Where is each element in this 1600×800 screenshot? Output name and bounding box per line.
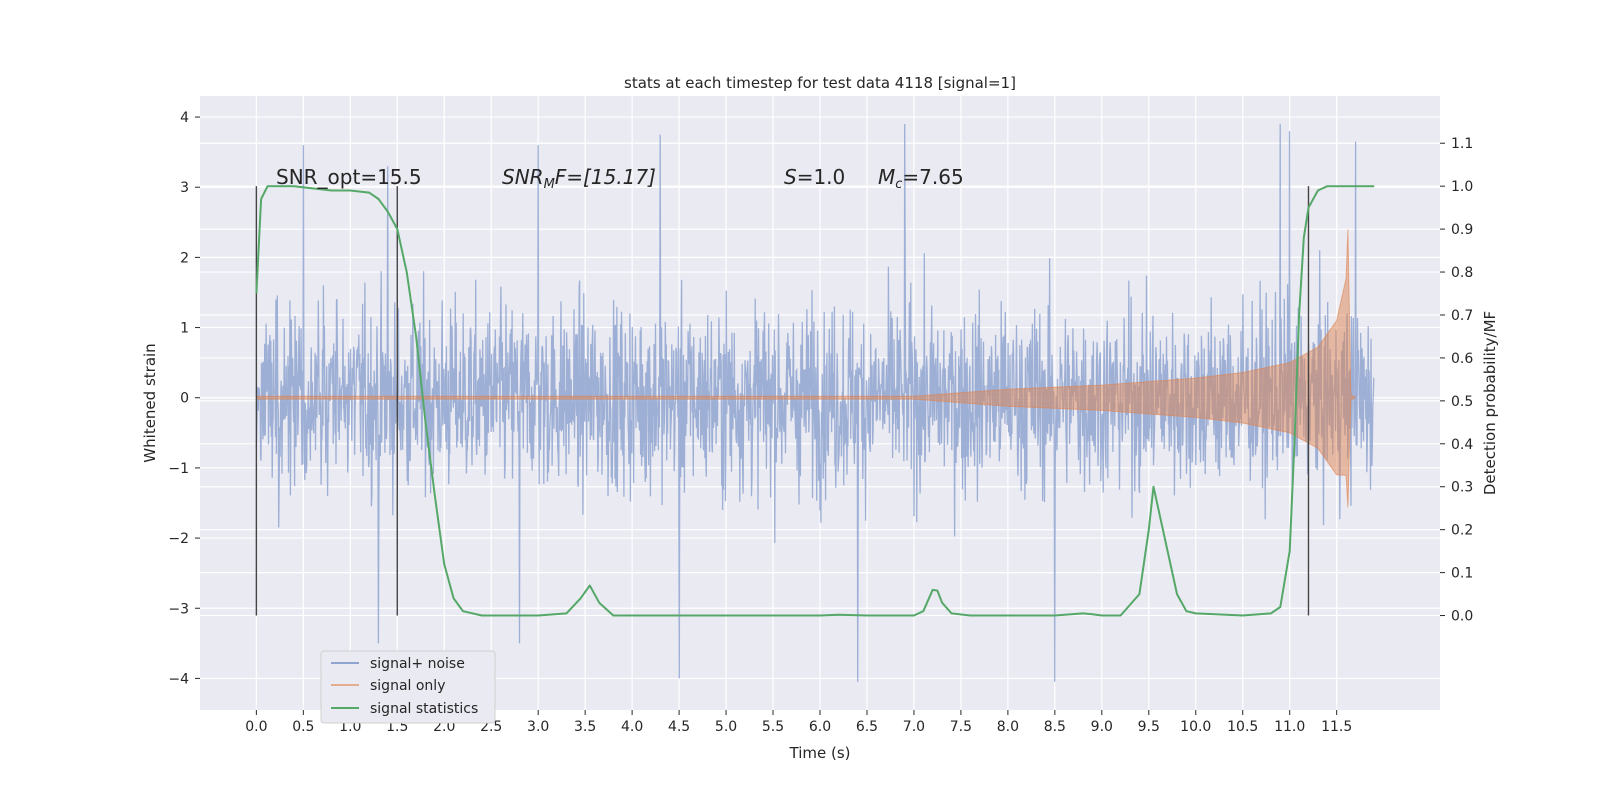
y-right-tick-label: 0.3 bbox=[1451, 480, 1473, 496]
x-tick-label: 7.0 bbox=[903, 719, 925, 735]
annotation-s: S=1.0 bbox=[784, 165, 845, 189]
x-axis-label: Time (s) bbox=[789, 744, 851, 762]
x-tick-label: 3.5 bbox=[574, 719, 596, 735]
y-tick-label: 3 bbox=[180, 180, 189, 196]
x-tick-label: 8.0 bbox=[997, 719, 1019, 735]
x-tick-label: 11.0 bbox=[1274, 719, 1305, 735]
x-tick-label: 9.0 bbox=[1091, 719, 1113, 735]
snr-mf-sub: M bbox=[544, 177, 555, 192]
x-tick-label: 3.0 bbox=[527, 719, 549, 735]
signal-envelope bbox=[255, 229, 1357, 508]
y-right-tick-label: 0.8 bbox=[1451, 265, 1473, 281]
legend-box bbox=[320, 650, 496, 724]
y-right-tick-label: 0.6 bbox=[1451, 351, 1473, 367]
y-right-tick-label: 0.2 bbox=[1451, 523, 1473, 539]
x-tick-label: 9.5 bbox=[1138, 719, 1160, 735]
y-tick-label: 2 bbox=[180, 250, 189, 266]
y-tick-label: −1 bbox=[168, 461, 189, 477]
y-tick-label: 0 bbox=[180, 391, 189, 407]
snr-mf-base: SNR bbox=[502, 165, 544, 189]
y-right-axis-label: Detection probability/MF bbox=[1481, 311, 1499, 495]
y-right-tick-label: 0.5 bbox=[1451, 394, 1473, 410]
statistics-line bbox=[255, 185, 1375, 617]
x-tick-label: 11.5 bbox=[1321, 719, 1352, 735]
x-tick-label: 6.5 bbox=[856, 719, 878, 735]
x-tick-label: 10.5 bbox=[1227, 719, 1258, 735]
snr-mf-rest: F=[15.17] bbox=[555, 165, 656, 189]
axes: 0.0 0.5 1.0 1.5 2.0 2.5 3.0 3.5 4.0 4.5 5.0 5.5 6.0 6… bbox=[168, 110, 1473, 735]
vertical-markers bbox=[255, 186, 1310, 616]
y-right-tick-label: 0.7 bbox=[1451, 308, 1473, 324]
x-tick-label: 0.0 bbox=[245, 719, 267, 735]
legend: signal+ noise signal only signal statist… bbox=[320, 650, 496, 724]
legend-label-stats: signal statistics bbox=[370, 701, 478, 717]
y-tick-label: −2 bbox=[168, 531, 189, 547]
x-tick-label: 5.5 bbox=[762, 719, 784, 735]
x-tick-label: 5.0 bbox=[715, 719, 737, 735]
mc-base: M bbox=[878, 165, 895, 189]
y-right-tick-label: 1.1 bbox=[1451, 136, 1473, 152]
y-right-tick-label: 0.0 bbox=[1451, 609, 1473, 625]
y-right-tick-label: 0.9 bbox=[1451, 222, 1473, 238]
y-right-tick-label: 0.1 bbox=[1451, 566, 1473, 582]
chart-title: stats at each timestep for test data 411… bbox=[624, 74, 1016, 92]
y-right-tick-label: 1.0 bbox=[1451, 179, 1473, 195]
y-tick-label: 4 bbox=[180, 110, 189, 126]
x-tick-label: 0.5 bbox=[292, 719, 314, 735]
legend-label-noise: signal+ noise bbox=[370, 656, 465, 672]
y-tick-label: −4 bbox=[168, 671, 189, 687]
s-rest: =1.0 bbox=[797, 165, 846, 189]
statistics-series bbox=[255, 185, 1375, 617]
x-tick-label: 6.0 bbox=[809, 719, 831, 735]
x-tick-label: 7.5 bbox=[950, 719, 972, 735]
y-tick-label: −3 bbox=[168, 601, 189, 617]
x-tick-label: 4.5 bbox=[668, 719, 690, 735]
annotation-snr-opt: SNR_opt=15.5 bbox=[276, 165, 422, 189]
annotation-snr-mf: SNRMF=[15.17] bbox=[502, 165, 656, 192]
x-tick-label: 4.0 bbox=[621, 719, 643, 735]
legend-label-signal: signal only bbox=[370, 678, 445, 694]
y-right-tick-label: 0.4 bbox=[1451, 437, 1473, 453]
y-tick-label: 1 bbox=[180, 321, 189, 337]
mc-sub: c bbox=[895, 177, 902, 192]
annotation-mc: Mc=7.65 bbox=[878, 165, 964, 192]
signal-series bbox=[255, 229, 1357, 508]
x-tick-label: 8.5 bbox=[1044, 719, 1066, 735]
y-axis-label: Whitened strain bbox=[141, 343, 159, 462]
s-var: S bbox=[784, 165, 797, 189]
mc-rest: =7.65 bbox=[902, 165, 963, 189]
x-tick-label: 10.0 bbox=[1180, 719, 1211, 735]
